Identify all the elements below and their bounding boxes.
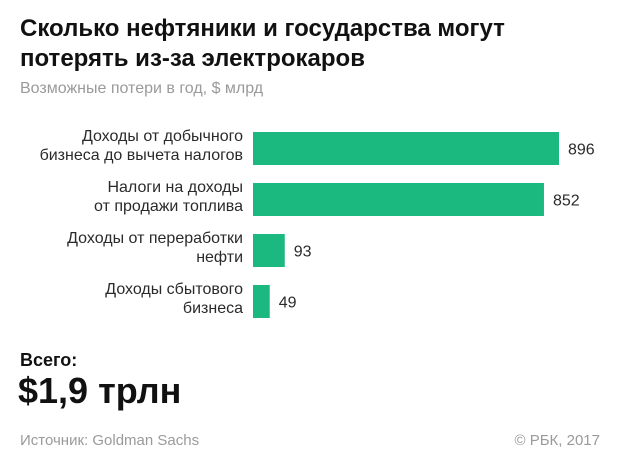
total-label: Всего:	[20, 350, 78, 370]
bar-chart: Доходы от добычного бизнеса до вычета нал…	[40, 128, 595, 318]
value-label-2: 93	[294, 244, 312, 261]
value-label-1: 852	[553, 193, 580, 210]
copyright-note: © РБК, 2017	[514, 432, 600, 449]
bar-1	[253, 183, 544, 216]
bar-0	[253, 132, 559, 165]
category-label-1: Налоги на доходы от продажи топлива	[94, 179, 243, 215]
category-label-2: Доходы от переработки нефти	[67, 230, 243, 266]
total-value: $1,9 трлн	[18, 370, 182, 411]
bar-3	[253, 285, 270, 318]
category-label-0: Доходы от добычного бизнеса до вычета нал…	[40, 128, 244, 164]
category-label-3: Доходы сбытового бизнеса	[105, 281, 243, 317]
value-label-0: 896	[568, 142, 595, 159]
chart-title: Сколько нефтяники и государства могут по…	[20, 15, 505, 72]
chart-subtitle: Возможные потери в год, $ млрд	[20, 80, 264, 97]
value-label-3: 49	[279, 295, 297, 312]
source-note: Источник: Goldman Sachs	[20, 432, 200, 449]
bar-2	[253, 234, 285, 267]
